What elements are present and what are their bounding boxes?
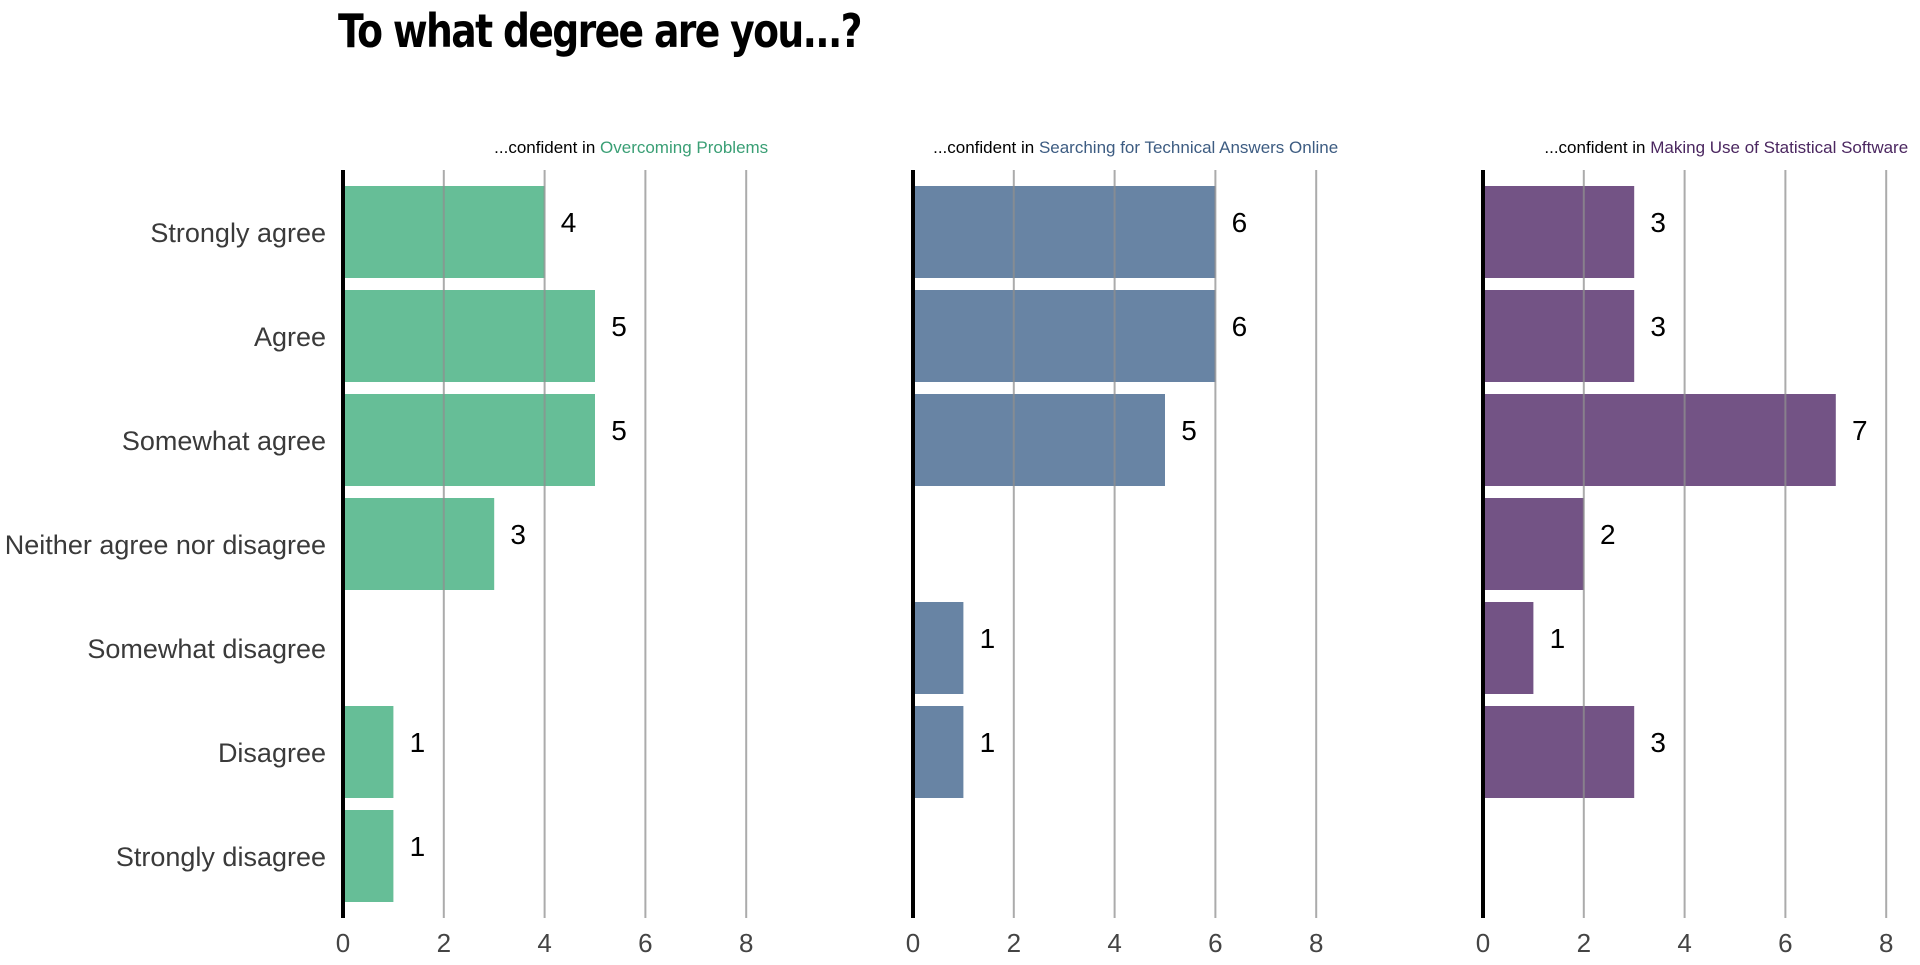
- tick-label: 0: [336, 928, 350, 958]
- tick-label: 4: [1107, 928, 1121, 958]
- bar: [913, 290, 1216, 382]
- data-label: 1: [980, 623, 996, 654]
- bar: [913, 602, 964, 694]
- data-label: 3: [1650, 727, 1666, 758]
- tick-label: 2: [437, 928, 451, 958]
- tick-label: 0: [1476, 928, 1490, 958]
- category-label: Neither agree nor disagree: [5, 530, 326, 560]
- data-label: 5: [1181, 415, 1197, 446]
- category-label: Agree: [254, 322, 326, 352]
- bar: [913, 186, 1216, 278]
- data-label: 1: [980, 727, 996, 758]
- data-label: 6: [1232, 311, 1248, 342]
- tick-label: 0: [906, 928, 920, 958]
- tick-label: 8: [1879, 928, 1893, 958]
- category-label: Disagree: [218, 738, 326, 768]
- panel-title-prefix: ...confident in: [933, 138, 1039, 157]
- tick-label: 8: [739, 928, 753, 958]
- panel-title-prefix: ...confident in: [494, 138, 600, 157]
- data-label: 1: [410, 727, 426, 758]
- data-label: 1: [410, 831, 426, 862]
- category-label: Somewhat agree: [122, 426, 326, 456]
- tick-label: 2: [1007, 928, 1021, 958]
- data-label: 4: [561, 207, 577, 238]
- category-label: Strongly agree: [150, 218, 326, 248]
- tick-label: 4: [537, 928, 551, 958]
- tick-label: 2: [1577, 928, 1591, 958]
- bar: [913, 706, 964, 798]
- data-label: 5: [611, 311, 627, 342]
- bar: [343, 290, 595, 382]
- panel-title-highlight: Making Use of Statistical Software: [1650, 138, 1908, 157]
- panel-title: ...confident in Searching for Technical …: [933, 138, 1338, 157]
- bar: [913, 394, 1165, 486]
- panel-title: ...confident in Overcoming Problems: [494, 138, 768, 157]
- data-label: 3: [1650, 311, 1666, 342]
- tick-label: 6: [638, 928, 652, 958]
- panel-title-prefix: ...confident in: [1544, 138, 1650, 157]
- chart-title: To what degree are you...?: [338, 4, 863, 58]
- bar: [1483, 602, 1534, 694]
- bar: [1483, 290, 1635, 382]
- tick-label: 4: [1677, 928, 1691, 958]
- bar: [343, 810, 394, 902]
- panel-title-highlight: Searching for Technical Answers Online: [1039, 138, 1338, 157]
- bar: [343, 498, 495, 590]
- bar: [343, 394, 595, 486]
- category-label: Strongly disagree: [116, 842, 326, 872]
- data-label: 3: [1650, 207, 1666, 238]
- data-label: 7: [1852, 415, 1868, 446]
- panel-title: ...confident in Making Use of Statistica…: [1544, 138, 1908, 157]
- data-label: 5: [611, 415, 627, 446]
- data-label: 3: [510, 519, 526, 550]
- panel-title-highlight: Overcoming Problems: [600, 138, 768, 157]
- bar: [1483, 186, 1635, 278]
- data-label: 6: [1232, 207, 1248, 238]
- bar: [1483, 498, 1584, 590]
- data-label: 1: [1550, 623, 1566, 654]
- tick-label: 8: [1309, 928, 1323, 958]
- data-label: 2: [1600, 519, 1616, 550]
- bar: [1483, 394, 1836, 486]
- bar: [1483, 706, 1635, 798]
- bar: [343, 706, 394, 798]
- tick-label: 6: [1208, 928, 1222, 958]
- tick-label: 6: [1778, 928, 1792, 958]
- category-label: Somewhat disagree: [87, 634, 326, 664]
